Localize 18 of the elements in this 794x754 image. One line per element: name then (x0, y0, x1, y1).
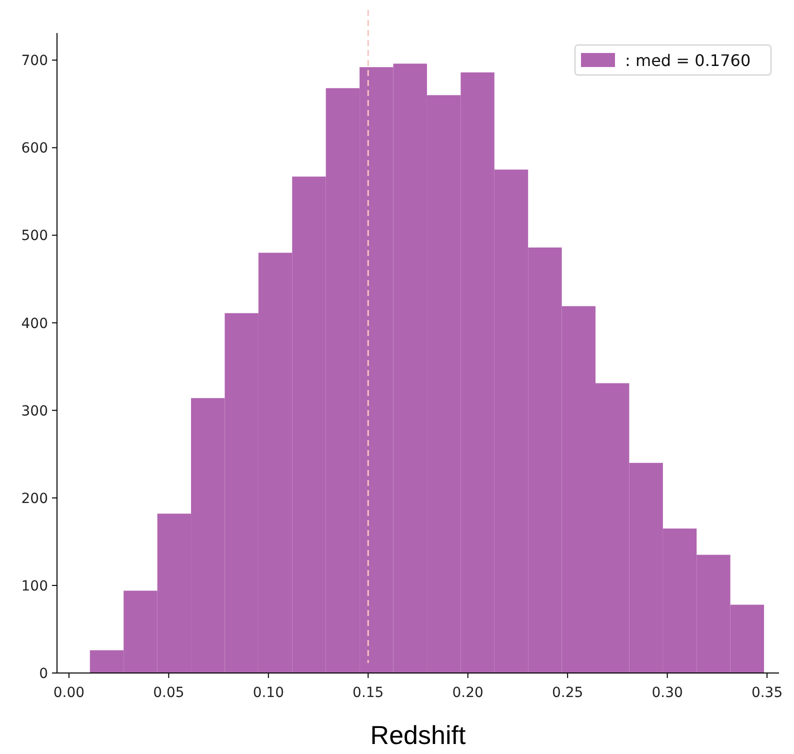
y-tick-label: 400 (21, 316, 48, 332)
y-tick-label: 200 (21, 490, 48, 507)
x-tick-label: 0.30 (652, 685, 683, 701)
x-tick-label: 0.20 (452, 685, 484, 701)
x-tick-label: 0.25 (552, 685, 584, 701)
x-tick-label: 0.00 (53, 685, 85, 701)
x-tick-label: 0.35 (751, 685, 783, 701)
y-tick-label: 500 (21, 228, 48, 244)
y-tick-label: 700 (21, 53, 48, 70)
x-tick-label: 0.10 (252, 685, 284, 701)
x-axis-title: Redshift (370, 720, 466, 750)
legend-label: : med = 0.1760 (625, 51, 751, 70)
x-tick-label: 0.05 (153, 685, 184, 701)
y-tick-label: 600 (21, 140, 48, 157)
y-tick-label: 100 (21, 578, 48, 594)
y-tick-label: 300 (21, 403, 48, 420)
y-tick-label: 0 (39, 666, 48, 682)
x-tick-label: 0.15 (352, 685, 384, 701)
